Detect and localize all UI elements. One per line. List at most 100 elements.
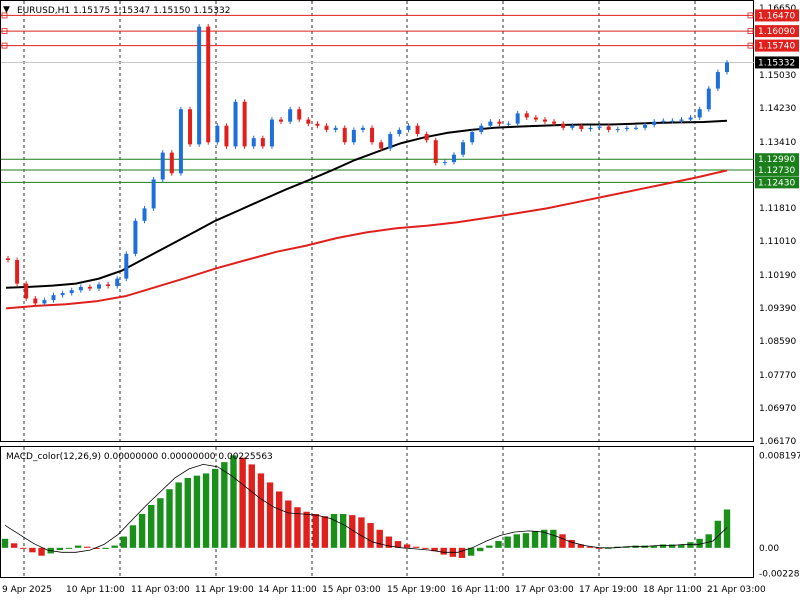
candle-bull [60,293,65,296]
x-tick-label: 16 Apr 11:00 [451,585,510,595]
x-tick-label: 18 Apr 11:00 [643,585,702,595]
level-handle [747,28,754,35]
candle-bear [15,260,20,284]
candle-bear [224,125,229,147]
macd-bar [559,534,566,548]
candle-bull [515,113,520,124]
candle-bull [97,284,102,289]
macd-bar [257,473,265,548]
candle-bull [215,125,220,143]
macd-bar [714,520,722,548]
candle-bull [661,120,666,122]
macd-bar [294,507,301,548]
candle-bear [379,142,384,149]
macd-bar [495,541,502,548]
macd-bar [522,533,530,548]
price-axis-area [754,0,800,600]
macd-signal-line [4,463,728,553]
macd-bar [440,547,447,555]
macd-bar [138,514,146,548]
candle-bull [652,121,657,125]
macd-bar [696,538,703,548]
macd-bar [595,547,603,549]
macd-bar [678,544,685,548]
macd-bar [541,529,548,548]
macd-bar [486,545,493,548]
x-tick-label: 11 Apr 19:00 [195,585,254,595]
candle-bull [197,26,202,145]
candle-bull [588,127,593,130]
level-handle [747,12,754,19]
macd-header: MACD_color(12,26,9) 0.00000000 0.0000000… [6,452,273,462]
macd-bar [577,544,584,548]
candle-bear [524,113,529,118]
candle-bull [670,120,675,122]
macd-bar [93,547,100,549]
macd-bar [74,545,82,548]
level-handle [747,42,754,49]
candle-bear [106,284,111,287]
macd-bar [175,482,182,548]
candle-bull [42,300,47,304]
macd-bar [1,538,9,548]
macd-bar [687,542,694,548]
macd-bar [385,536,393,548]
symbol-triangle-icon[interactable]: ▼ [3,5,10,15]
level-price-tag [755,153,799,166]
macd-tick-label: 0.00 [759,544,779,554]
level-price-label: 1.16090 [758,27,795,37]
candle-bull [288,109,293,122]
candle-bull [360,127,365,130]
candle-bull [679,119,684,121]
macd-bar [10,543,18,548]
candle-bear [606,126,611,130]
macd-bar [367,523,374,548]
macd-bar [467,547,475,556]
candle-bear [279,119,284,122]
candle-bear [306,119,311,124]
macd-bar [550,529,557,548]
macd-bar [111,545,118,548]
time-gridlines [23,1,696,577]
candle-bull [615,129,620,131]
macd-bar [568,539,575,548]
candle-bear [169,152,174,174]
candle-bull [160,152,165,180]
macd-bar [202,473,210,548]
current-price-tag [755,56,799,69]
x-tick-label: 11 Apr 03:00 [131,585,190,595]
candle-bull [725,62,729,73]
macd-tick-label: -0.0022876 [759,570,800,580]
x-tick-label: 15 Apr 19:00 [387,585,446,595]
price-tick-label: 1.07770 [759,371,796,381]
candle-bull [78,286,83,291]
candle-bear [206,26,211,143]
level-handle [1,42,8,49]
candle-bull [142,208,147,221]
x-tick-label: 17 Apr 03:00 [515,585,574,595]
macd-bar [339,514,347,548]
level-price-label: 1.15740 [758,42,795,52]
candle-bear [242,101,247,147]
macd-bar [586,546,594,548]
candle-bull [251,138,256,147]
macd-bar [403,544,411,548]
candle-bull [124,253,129,279]
candle-bear [552,121,557,124]
macd-bar [184,477,191,548]
macd-bar [221,462,228,548]
candle-bear [370,127,375,143]
macd-bar [458,547,466,558]
price-tick-label: 1.09390 [759,304,796,314]
macd-bar [604,547,612,549]
candle-bear [315,123,320,126]
candle-bear [297,109,302,120]
x-tick-label: 9 Apr 2025 [2,585,52,595]
price-tick-label: 1.14230 [759,104,796,114]
macd-bar [431,547,438,552]
price-panel-frame [0,0,754,442]
price-tick-label: 1.11810 [759,204,796,214]
macd-bar [157,498,164,548]
level-price-label: 1.12990 [758,155,795,165]
